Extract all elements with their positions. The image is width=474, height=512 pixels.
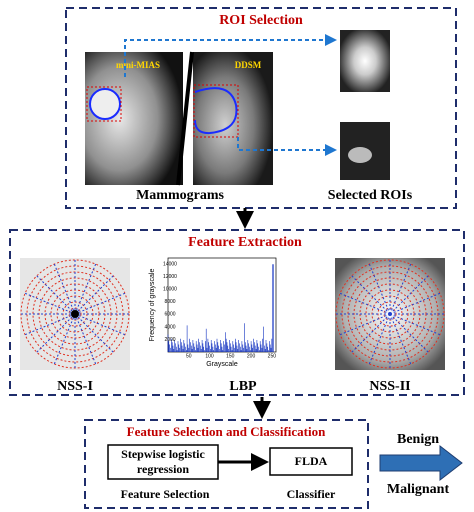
image-label: DDSM	[235, 60, 262, 70]
ray	[389, 263, 412, 315]
panel-border	[9, 229, 465, 396]
ray	[74, 263, 97, 315]
ray	[74, 313, 97, 365]
center	[71, 310, 79, 318]
y-tick-label: 10000	[163, 287, 177, 293]
roi-selection-panel: ROI Selection mini-MIAS DDSM Mammograms …	[65, 7, 457, 209]
y-tick-label: 14000	[163, 262, 177, 268]
ray	[351, 313, 391, 353]
step-label: Classifier	[287, 487, 336, 501]
ray	[36, 313, 76, 353]
ray	[74, 313, 126, 336]
roi-box	[193, 84, 239, 138]
outcome: Malignant	[387, 482, 450, 497]
ray	[36, 275, 76, 315]
arrow	[237, 137, 337, 156]
lesion-outline	[194, 87, 238, 135]
ray	[389, 313, 441, 336]
x-axis-label: Grayscale	[206, 361, 238, 368]
ray	[74, 275, 114, 315]
y-tick-label: 2000	[164, 337, 175, 343]
step-box	[269, 447, 353, 476]
y-tick-label: 12000	[163, 274, 177, 280]
y-tick-label: 4000	[164, 324, 175, 330]
roi-box	[86, 86, 122, 122]
classification-panel: Feature Selection and Classification Ste…	[84, 419, 369, 509]
method-label: LBP	[229, 379, 257, 394]
ray	[368, 313, 391, 365]
mammogram	[193, 52, 273, 185]
ray	[389, 275, 429, 315]
method-label: NSS-II	[369, 379, 410, 394]
step-label: Feature Selection	[121, 487, 210, 501]
panel-title: Feature Extraction	[188, 235, 302, 250]
step-text: regression	[137, 462, 190, 476]
x-tick-label: 200	[247, 353, 256, 359]
arrow	[124, 34, 337, 77]
panel-border	[65, 7, 457, 209]
ray	[389, 313, 412, 365]
panel-border	[84, 419, 369, 509]
output-arrow	[379, 444, 463, 482]
step-text: FLDA	[295, 454, 328, 468]
caption: Mammograms	[136, 188, 224, 203]
ray	[351, 275, 391, 315]
step-box	[107, 444, 219, 480]
histogram	[167, 264, 274, 352]
method-label: NSS-I	[57, 379, 93, 394]
caption: Selected ROIs	[328, 188, 413, 203]
x-tick-label: 50	[186, 353, 192, 359]
x-tick-label: 250	[268, 353, 277, 359]
ray	[53, 263, 76, 315]
ray	[339, 313, 391, 336]
step-text: Stepwise logistic	[121, 447, 205, 461]
ray	[53, 313, 76, 365]
outcome: Benign	[397, 432, 439, 447]
panel-title: ROI Selection	[219, 13, 303, 28]
lesion	[89, 88, 121, 120]
panel-title: Feature Selection and Classification	[127, 424, 326, 439]
ray	[368, 263, 391, 315]
divider	[176, 51, 194, 186]
ray	[74, 313, 114, 353]
x-tick-label: 100	[205, 353, 214, 359]
y-tick-label: 8000	[164, 299, 175, 305]
ray	[24, 313, 76, 336]
ray	[339, 292, 391, 315]
feature-extraction-panel: Feature Extraction NSS-I LBP NSS-II 50 10…	[9, 229, 465, 396]
y-axis-label: Frequency of grayscale	[149, 269, 156, 342]
ray	[24, 292, 76, 315]
ray	[74, 292, 126, 315]
image-label: mini-MIAS	[116, 60, 160, 70]
ray	[389, 292, 441, 315]
ray	[389, 313, 429, 353]
plot-frame	[167, 257, 277, 353]
roi-image	[340, 30, 390, 92]
roi-lesion	[348, 147, 372, 163]
y-tick-label: 6000	[164, 312, 175, 318]
x-tick-label: 150	[226, 353, 235, 359]
